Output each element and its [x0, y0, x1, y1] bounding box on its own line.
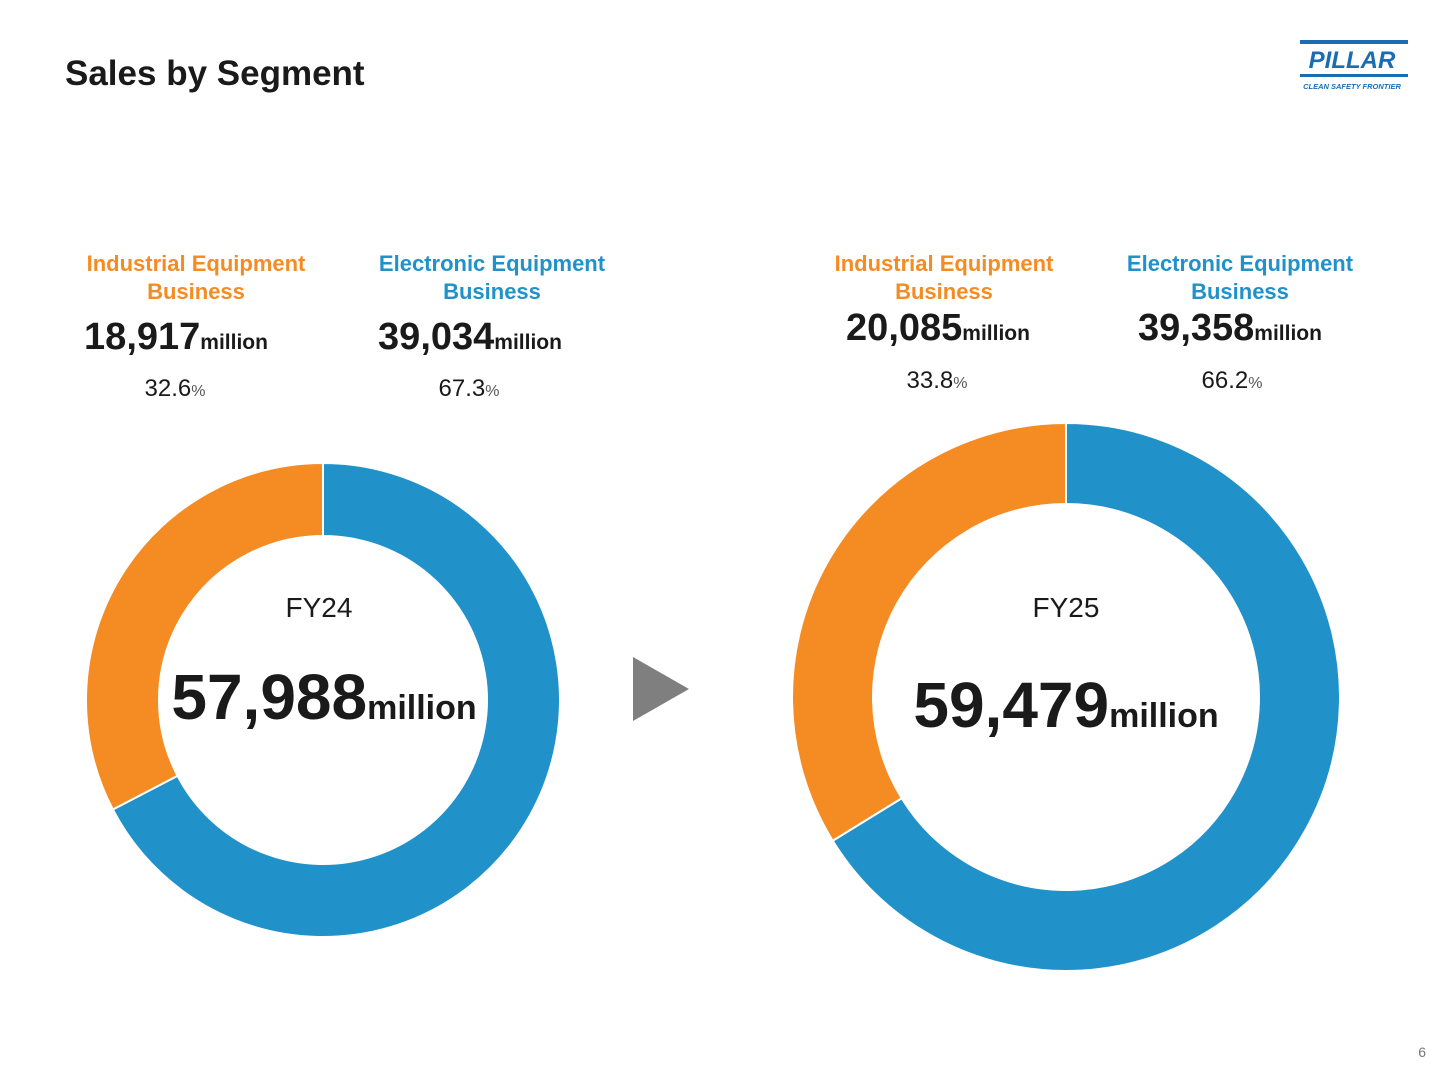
fy24-total-amount: 57,988 [171, 661, 368, 733]
fy25-electronic-value: 39,358million [1080, 307, 1380, 350]
fy24-industrial-share: 32.6% [75, 375, 275, 403]
fy25-industrial-name: Industrial Equipment Business [804, 250, 1084, 306]
page-title: Sales by Segment [65, 54, 365, 93]
fy24-total: 57,988million [104, 660, 544, 734]
fy24-total-unit: million [367, 689, 477, 727]
fy25-industrial-value: 20,085million [788, 307, 1088, 350]
fy24-industrial-slice [85, 461, 324, 811]
fy25-electronic-share-value: 66.2 [1201, 367, 1249, 394]
fy25-electronic-share: 66.2% [1132, 367, 1332, 395]
fy25-label: FY25 [1032, 592, 1100, 623]
fy24-electronic-amount: 39,034 [378, 316, 495, 358]
fy25-electronic-name-line1: Electronic Equipment [1126, 251, 1354, 276]
fy25-electronic-slice [831, 421, 1341, 972]
fy25-industrial-slice [791, 421, 1067, 843]
fy24-industrial-unit: million [200, 331, 268, 354]
pillar-logo: PILLAR CLEAN SAFETY FRONTIER [1300, 40, 1408, 91]
fy24-industrial-share-pct: % [191, 383, 206, 400]
fy25-electronic-unit: million [1254, 322, 1322, 345]
fy24-industrial-share-value: 32.6 [144, 375, 192, 402]
fy25-industrial-share: 33.8% [837, 367, 1037, 395]
fy24-electronic-name-line1: Electronic Equipment [378, 251, 606, 276]
fy24-label: FY24 [285, 592, 353, 623]
fy24-industrial-name: Industrial Equipment Business [56, 250, 336, 306]
fy25-electronic-name: Electronic Equipment Business [1100, 250, 1380, 306]
fy25-industrial-name-line2: Business [895, 279, 993, 304]
svg-text:CLEAN SAFETY FRONTIER: CLEAN SAFETY FRONTIER [1303, 82, 1401, 91]
fy25-industrial-name-line1: Industrial Equipment [834, 251, 1054, 276]
page-number: 6 [1418, 1044, 1426, 1060]
fy24-electronic-value: 39,034million [320, 316, 620, 359]
fy24-industrial-name-line2: Business [147, 279, 245, 304]
fy25-industrial-share-value: 33.8 [906, 367, 954, 394]
fy24-electronic-share: 67.3% [369, 375, 569, 403]
fy25-industrial-amount: 20,085 [846, 307, 963, 349]
fy24-electronic-name-line2: Business [443, 279, 541, 304]
fy25-electronic-share-pct: % [1248, 375, 1263, 392]
fy25-total: 59,479million [846, 668, 1286, 742]
svg-text:PILLAR: PILLAR [1309, 47, 1396, 74]
fy25-donut-chart [791, 421, 1341, 972]
fy25-total-unit: million [1109, 697, 1219, 735]
fy24-electronic-slice [111, 461, 561, 938]
fy24-industrial-name-line1: Industrial Equipment [86, 251, 306, 276]
fy24-industrial-value: 18,917million [26, 316, 326, 359]
comparison-arrow-icon [633, 657, 689, 721]
fy25-total-amount: 59,479 [913, 669, 1110, 741]
fy25-industrial-unit: million [962, 322, 1030, 345]
fy25-industrial-share-pct: % [953, 375, 968, 392]
fy24-industrial-amount: 18,917 [84, 316, 201, 358]
fy24-electronic-name: Electronic Equipment Business [352, 250, 632, 306]
fy24-electronic-share-value: 67.3 [438, 375, 486, 402]
fy24-electronic-share-pct: % [485, 383, 500, 400]
fy25-electronic-name-line2: Business [1191, 279, 1289, 304]
fy24-donut-chart [85, 461, 561, 938]
fy25-electronic-amount: 39,358 [1138, 307, 1255, 349]
fy24-electronic-unit: million [494, 331, 562, 354]
